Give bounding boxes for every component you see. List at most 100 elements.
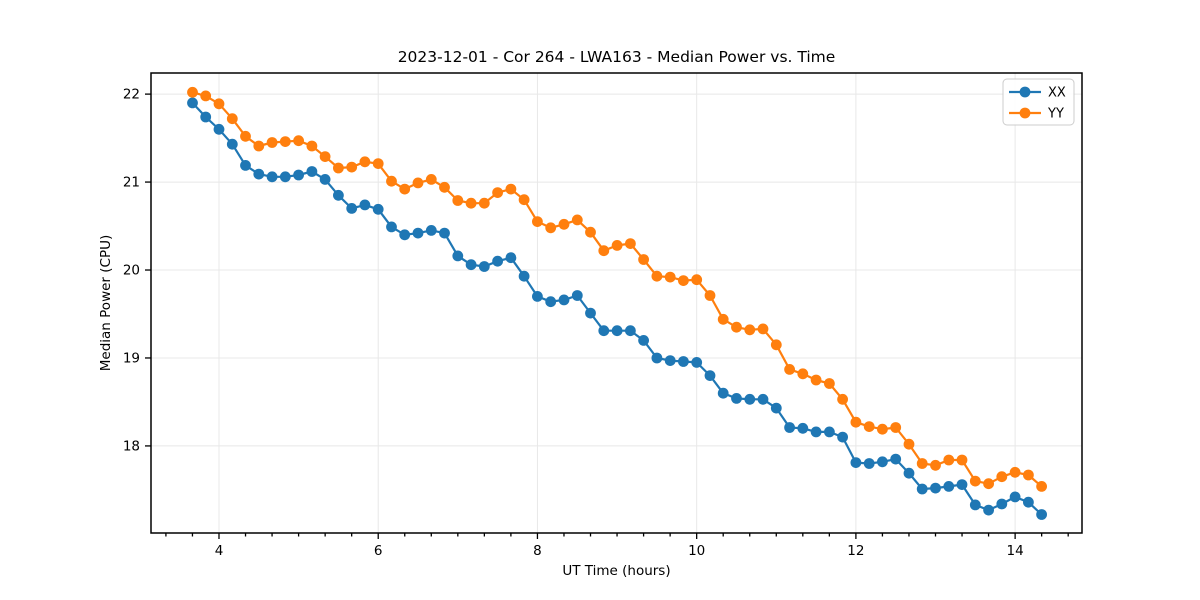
data-point [744,393,756,405]
legend-label: XX [1048,86,1066,101]
data-point [717,387,729,399]
data-point [1009,466,1021,478]
data-point [744,324,756,336]
data-point [930,482,941,494]
data-point [784,422,795,433]
data-point [996,471,1008,483]
data-point [678,275,689,286]
data-point [704,370,716,381]
data-point [930,459,941,471]
data-point [478,261,490,272]
data-point [585,307,596,319]
data-point [916,483,928,495]
data-point [770,402,782,414]
data-point [478,197,490,209]
data-point [386,221,397,233]
data-point [704,290,716,301]
data-point [452,250,464,262]
data-point [770,339,782,351]
legend-entry-yy: YY [1009,107,1064,122]
data-point [598,325,610,337]
data-point [492,187,503,199]
data-point [532,291,543,302]
plot-series [187,86,1047,520]
data-point [824,426,835,438]
data-point [1009,491,1021,503]
data-point [266,171,278,183]
data-point [678,356,689,367]
data-point [890,422,902,433]
data-point [850,416,862,428]
data-point [863,421,875,432]
data-point [545,296,557,308]
data-point [213,123,225,135]
data-point [187,97,198,109]
data-point [691,274,703,286]
data-point [757,393,769,405]
data-point [412,177,424,189]
x-tick-label: 6 [374,543,383,559]
data-point [571,290,583,301]
data-point [983,504,994,516]
data-point [306,166,318,177]
legend-entry-xx: XX [1009,86,1066,101]
data-point [837,431,848,443]
data-point [1036,509,1047,520]
y-tick-label: 18 [123,438,140,454]
data-point [731,321,742,333]
data-point [319,174,331,185]
x-tick-label: 8 [533,543,542,559]
data-point [187,86,198,98]
data-point [213,98,225,110]
data-point [372,203,384,215]
data-point [532,216,543,228]
y-axis-label: Median Power (CPU) [98,235,114,371]
data-point [890,453,902,465]
data-point [359,156,371,168]
data-point [306,140,318,152]
data-point [333,189,344,201]
data-point [412,227,424,239]
data-point [399,183,411,195]
data-point [797,422,809,434]
data-point [638,335,649,346]
y-tick-label: 22 [123,87,140,103]
data-point [638,254,649,265]
data-point [253,168,265,180]
data-point [797,368,809,380]
data-point [200,111,212,123]
data-point [837,393,848,405]
data-point [465,259,477,271]
data-point [240,160,251,171]
series-yy [187,86,1047,492]
data-point [319,151,331,163]
x-tick-label: 10 [688,543,705,559]
grid-lines [151,73,1082,533]
data-point [399,229,411,241]
data-point [731,393,742,404]
data-point [558,218,570,230]
data-point [611,240,623,251]
data-point [691,357,703,368]
data-point [200,90,212,102]
chart-title: 2023-12-01 - Cor 264 - LWA163 - Median P… [398,48,836,66]
data-point [425,174,437,185]
legend-marker [1019,86,1031,98]
data-point [943,481,955,492]
data-point [916,458,928,469]
y-tick-label: 20 [123,263,140,279]
data-point [996,498,1008,510]
data-point [346,161,358,173]
data-point [757,323,769,335]
data-point [943,454,955,466]
data-point [956,479,968,490]
data-point [545,222,557,234]
data-point [505,252,517,264]
data-point [492,255,503,267]
data-point [359,199,371,211]
data-point [293,169,304,181]
data-point [439,227,450,239]
data-point [598,245,610,257]
